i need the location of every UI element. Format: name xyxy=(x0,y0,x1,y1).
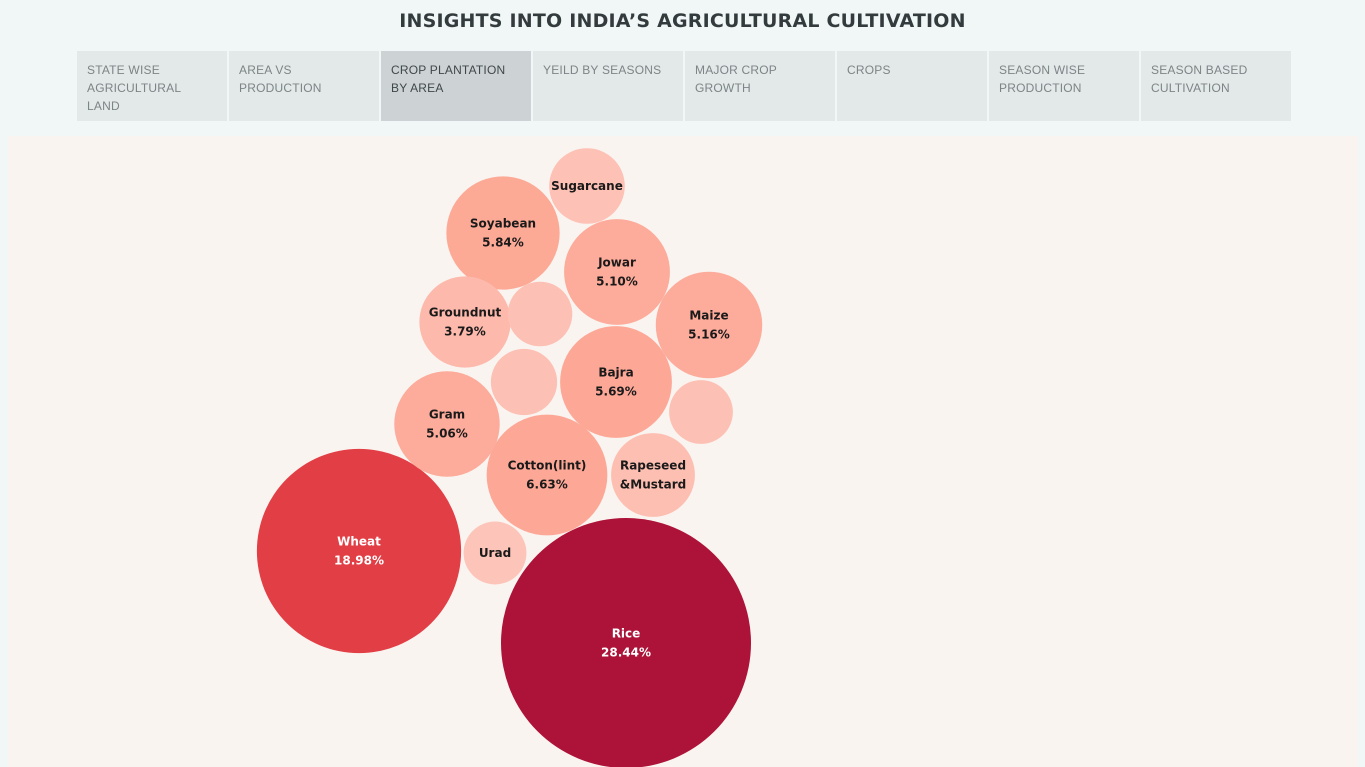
bubble-value-label: 5.10% xyxy=(596,275,638,289)
bubble-value-label: 28.44% xyxy=(601,646,651,660)
bubble-rapeseed-mustard[interactable]: Rapeseed&Mustard xyxy=(611,433,695,517)
bubble-circle[interactable] xyxy=(486,414,608,536)
bubble-value-label: 5.06% xyxy=(426,427,468,441)
bubble-circle[interactable] xyxy=(507,281,573,347)
chart-panel: Rice 28.44% Wheat 18.98% Cotton(lint) 6.63% So… xyxy=(8,136,1358,767)
bubble-circle[interactable] xyxy=(463,521,527,585)
tab-crop-plantation-by-area[interactable]: CROP PLANTATION BY AREA xyxy=(381,51,531,121)
bubble-value-label: 5.16% xyxy=(688,328,730,342)
bubble-value-label: 5.84% xyxy=(482,236,524,250)
bubble-unlabeled-13[interactable] xyxy=(490,348,558,416)
tab-state-wise-agricultural-land[interactable]: STATE WISE AGRICULTURAL LAND xyxy=(77,51,227,121)
bubble-value-label: 6.63% xyxy=(526,478,568,492)
bubble-name-label: Soyabean xyxy=(470,217,536,231)
bubble-value-label: 5.69% xyxy=(595,385,637,399)
bubble-name-label: Wheat xyxy=(337,535,381,549)
bubble-value-label: 3.79% xyxy=(444,325,486,339)
bubble-name-label: Rice xyxy=(612,627,641,641)
bubble-circle[interactable] xyxy=(611,433,695,517)
bubble-name-label: Groundnut xyxy=(429,306,502,320)
bubble-circle[interactable] xyxy=(564,219,670,325)
bubble-unlabeled-12[interactable] xyxy=(507,281,573,347)
bubble-jowar[interactable]: Jowar 5.10% xyxy=(564,219,670,325)
bubble-circle[interactable] xyxy=(560,326,672,438)
bubble-maize[interactable]: Maize 5.16% xyxy=(655,271,763,379)
tab-crops[interactable]: CROPS xyxy=(837,51,987,121)
bubble-groundnut[interactable]: Groundnut 3.79% xyxy=(419,276,511,368)
tab-area-vs-production[interactable]: AREA VS PRODUCTION xyxy=(229,51,379,121)
bubble-bajra[interactable]: Bajra 5.69% xyxy=(560,326,672,438)
bubble-rice[interactable]: Rice 28.44% xyxy=(501,518,751,767)
bubble-sugarcane[interactable]: Sugarcane xyxy=(549,148,625,224)
bubble-gram[interactable]: Gram 5.06% xyxy=(394,371,500,477)
bubble-circle[interactable] xyxy=(256,448,462,654)
bubble-name-label: Maize xyxy=(689,309,728,323)
bubble-circle[interactable] xyxy=(655,271,763,379)
bubble-cotton-lint[interactable]: Cotton(lint) 6.63% xyxy=(486,414,608,536)
bubble-name-label: Cotton(lint) xyxy=(508,459,587,473)
bubble-name-label: Urad xyxy=(479,546,511,560)
bubble-name-label: Sugarcane xyxy=(551,179,623,193)
tab-bar: STATE WISE AGRICULTURAL LAND AREA VS PRO… xyxy=(77,51,1291,121)
bubble-unlabeled-14[interactable] xyxy=(669,380,733,444)
bubble-name-label: Gram xyxy=(429,408,465,422)
bubble-circle[interactable] xyxy=(669,380,733,444)
tab-yeild-by-seasons[interactable]: YEILD BY SEASONS xyxy=(533,51,683,121)
bubble-name-label: &Mustard xyxy=(620,478,686,492)
bubble-soyabean[interactable]: Soyabean 5.84% xyxy=(446,176,560,290)
bubble-circle[interactable] xyxy=(419,276,511,368)
page-title: INSIGHTS INTO INDIA’S AGRICULTURAL CULTI… xyxy=(399,10,966,32)
tab-season-based-cultivation[interactable]: SEASON BASED CULTIVATION xyxy=(1141,51,1291,121)
tab-major-crop-growth[interactable]: MAJOR CROP GROWTH xyxy=(685,51,835,121)
bubble-circle[interactable] xyxy=(394,371,500,477)
bubble-circle[interactable] xyxy=(446,176,560,290)
bubble-circle[interactable] xyxy=(501,518,751,767)
bubble-name-label: Rapeseed xyxy=(620,459,686,473)
bubble-wheat[interactable]: Wheat 18.98% xyxy=(256,448,462,654)
bubble-chart: Rice 28.44% Wheat 18.98% Cotton(lint) 6.63% So… xyxy=(256,148,763,767)
tab-season-wise-production[interactable]: SEASON WISE PRODUCTION xyxy=(989,51,1139,121)
bubble-name-label: Bajra xyxy=(598,366,633,380)
bubble-value-label: 18.98% xyxy=(334,554,384,568)
bubble-urad[interactable]: Urad xyxy=(463,521,527,585)
bubble-circle[interactable] xyxy=(490,348,558,416)
bubble-circle[interactable] xyxy=(549,148,625,224)
bubble-name-label: Jowar xyxy=(597,256,636,270)
